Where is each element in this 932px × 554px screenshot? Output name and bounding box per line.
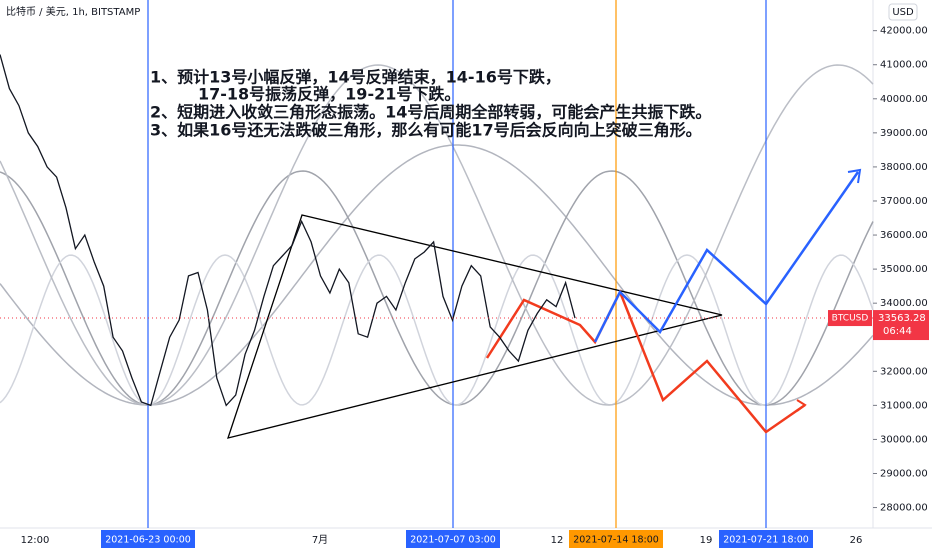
cycle-curve [0, 64, 874, 406]
triangle [227, 214, 723, 439]
price-box [873, 310, 929, 341]
y-tick-label: 40000.00 [880, 94, 928, 105]
y-tick-label: 42000.00 [880, 26, 928, 37]
y-tick-label: 29000.00 [880, 468, 928, 479]
date-label: 2021-07-21 18:00 [723, 535, 809, 546]
price-plot [0, 54, 873, 407]
y-tick-label: 30000.00 [880, 434, 928, 445]
y-tick-label: 28000.00 [880, 503, 928, 514]
symbol-label: BTCUSD [832, 314, 869, 324]
x-tick-label: 7月 [312, 534, 328, 546]
date-box [719, 530, 813, 548]
x-tick-label: 26 [850, 535, 863, 546]
x-tick-label: 12 [551, 535, 564, 546]
countdown: 06:44 [883, 326, 912, 337]
note: 2、短期进入收敛三角形态振荡。14号后周期全部转弱，可能会产生共振下跌。 [150, 103, 711, 122]
price-label: 33563.28 [878, 313, 926, 324]
date-label: 2021-07-14 18:00 [573, 535, 659, 546]
axes: 2021-06-23 00:00 2021-07-07 03:00 2021-07-… [21, 26, 929, 548]
y-tick-label: 31000.00 [880, 400, 928, 411]
title: 比特币 / 美元, 1h, BITSTAMP [6, 5, 140, 18]
y-tick-label: 35000.00 [880, 264, 928, 275]
symbol-box [828, 310, 872, 327]
note: 1、预计13号小幅反弹，14号反弹结束，14-16号下跌， [150, 68, 561, 87]
y-tick-label: 41000.00 [880, 60, 928, 71]
arrow [847, 168, 862, 184]
note: 17-18号振荡反弹，19-21号下跌。 [198, 85, 460, 104]
y-tick-label: 34000.00 [880, 298, 928, 309]
price-line [0, 54, 576, 407]
bull-path [593, 171, 860, 343]
cycle-lines [147, 0, 767, 528]
x-tick-label: 12:00 [21, 535, 50, 546]
cycle-curves [0, 64, 874, 406]
y-tick-label: 36000.00 [880, 230, 928, 241]
date-box [101, 530, 195, 548]
date-label: 2021-06-23 00:00 [105, 535, 191, 546]
y-tick-label: 38000.00 [880, 162, 928, 173]
note: 3、如果16号还无法跌破三角形，那么有可能17号后会反向向上突破三角形。 [150, 121, 702, 140]
y-tick-label: 32000.00 [880, 366, 928, 377]
date-box [569, 530, 663, 548]
x-tick-label: 19 [700, 535, 713, 546]
date-box [406, 530, 500, 548]
currency: USD [892, 7, 914, 18]
arrow [796, 399, 807, 412]
y-tick-label: 39000.00 [880, 128, 928, 139]
currency-box [888, 3, 918, 21]
y-tick-label: 37000.00 [880, 196, 928, 207]
date-label: 2021-07-07 03:00 [410, 535, 496, 546]
